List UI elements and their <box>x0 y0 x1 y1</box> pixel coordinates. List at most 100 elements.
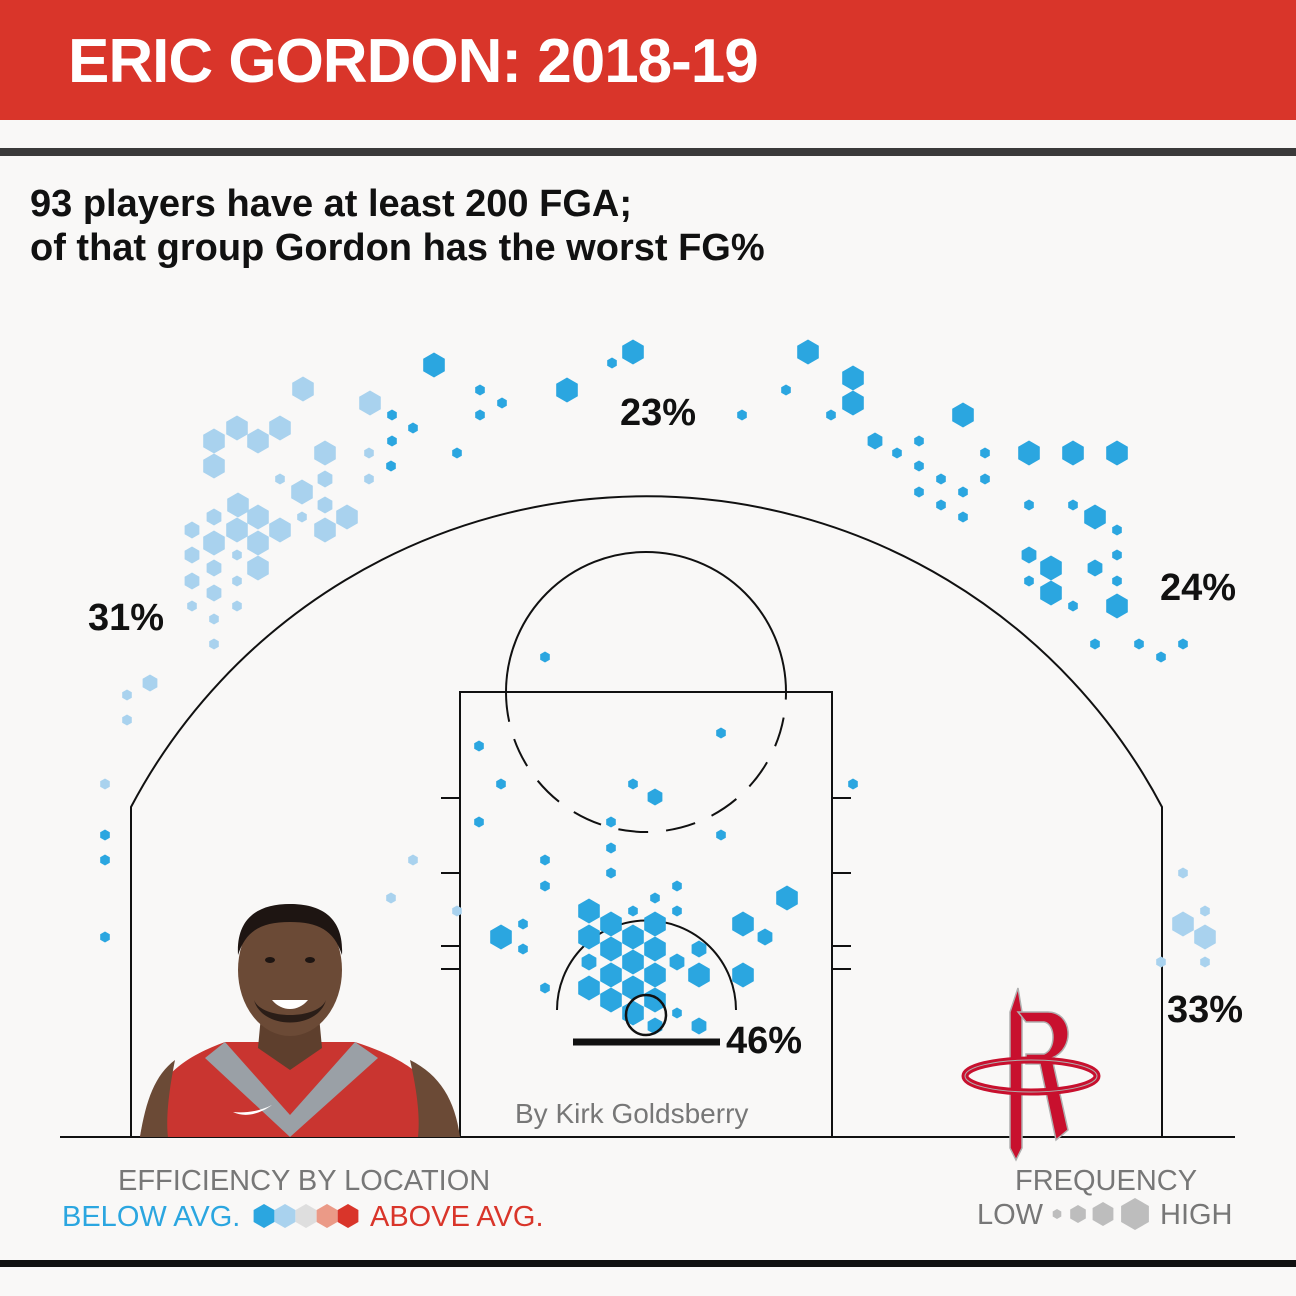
title-banner <box>0 0 1296 120</box>
legend-color-hex <box>316 1204 338 1228</box>
shot-hex <box>142 674 158 692</box>
shot-hex <box>297 511 307 523</box>
shot-hex <box>1084 504 1106 530</box>
shot-hex <box>540 651 550 663</box>
shot-hex <box>364 447 374 459</box>
shot-hex <box>387 435 397 447</box>
shot-hex <box>622 975 644 1001</box>
shot-hex <box>209 638 219 650</box>
legend-color-hex <box>274 1204 296 1228</box>
shot-hex <box>408 422 418 434</box>
top-rule <box>0 148 1296 156</box>
legend-frequency-title: FREQUENCY <box>1015 1165 1197 1197</box>
shot-hex <box>540 854 550 866</box>
shot-hex <box>672 1007 682 1019</box>
legend-size-hex <box>1070 1205 1086 1223</box>
shot-hex <box>209 613 219 625</box>
shot-hex <box>622 339 644 365</box>
shot-hex <box>1018 440 1040 466</box>
shot-hex <box>737 409 747 421</box>
shot-hex <box>672 880 682 892</box>
shot-hex <box>650 892 660 904</box>
shot-hex <box>914 435 924 447</box>
shot-hex <box>1112 524 1122 536</box>
shot-hex <box>226 415 248 441</box>
legend-below-avg: BELOW AVG. <box>62 1201 240 1233</box>
shot-hex <box>1200 905 1210 917</box>
shot-hex <box>292 376 314 402</box>
shot-hex <box>206 559 222 577</box>
shot-hex <box>914 486 924 498</box>
shot-hex <box>691 940 707 958</box>
shot-hex <box>628 905 638 917</box>
legend-color-hex <box>253 1204 275 1228</box>
shot-hex <box>540 982 550 994</box>
shot-hex <box>1112 549 1122 561</box>
shot-hex <box>100 829 110 841</box>
legend-efficiency-title: EFFICIENCY BY LOCATION <box>118 1165 490 1197</box>
shot-hex <box>581 953 597 971</box>
rockets-logo <box>961 987 1101 1162</box>
shot-hex <box>269 415 291 441</box>
shot-hex <box>1090 638 1100 650</box>
shot-hex <box>518 918 528 930</box>
shot-hex <box>475 384 485 396</box>
shot-hex <box>1156 956 1166 968</box>
shot-hex <box>1194 924 1216 950</box>
shot-hex <box>203 530 225 556</box>
shot-hex <box>247 504 269 530</box>
shot-hex <box>247 555 269 581</box>
shot-hex <box>797 339 819 365</box>
shot-hex <box>100 854 110 866</box>
shot-hex <box>606 842 616 854</box>
shot-hex <box>607 357 617 369</box>
shot-hex <box>691 1017 707 1035</box>
shot-hex <box>1062 440 1084 466</box>
free-throw-circle-top <box>505 551 787 693</box>
shot-hex <box>781 384 791 396</box>
shot-hex <box>184 521 200 539</box>
zone-label-right-corner: 33% <box>1167 989 1243 1031</box>
shot-hex <box>1068 600 1078 612</box>
shot-hex <box>452 447 462 459</box>
shot-hex <box>275 473 285 485</box>
shot-hexes <box>100 339 1216 1035</box>
shot-hex <box>606 816 616 828</box>
shot-hex <box>496 778 506 790</box>
shot-hex <box>556 377 578 403</box>
shot-hex <box>317 470 333 488</box>
legend-size-scale <box>1052 1198 1149 1230</box>
legend-high: HIGH <box>1160 1199 1233 1231</box>
shot-hex <box>122 714 132 726</box>
legend-low: LOW <box>977 1199 1044 1231</box>
subtitle-line-1: 93 players have at least 200 FGA; <box>30 183 632 225</box>
shot-hex <box>314 440 336 466</box>
shot-hex <box>644 936 666 962</box>
shot-hex <box>187 600 197 612</box>
subtitle-line-2: of that group Gordon has the worst FG% <box>30 227 765 269</box>
shot-hex <box>600 936 622 962</box>
shot-hex <box>1112 575 1122 587</box>
zone-label-left-wing: 31% <box>88 597 164 639</box>
shot-hex <box>628 778 638 790</box>
shot-hex <box>952 402 974 428</box>
shot-hex <box>1200 956 1210 968</box>
shot-hex <box>232 575 242 587</box>
shot-hex <box>1134 638 1144 650</box>
shot-hex <box>232 600 242 612</box>
shot-hex <box>387 409 397 421</box>
shot-hex <box>1068 499 1078 511</box>
shot-hex <box>227 492 249 518</box>
shot-hex <box>600 962 622 988</box>
shot-hex <box>842 390 864 416</box>
shot-hex <box>1021 546 1037 564</box>
shot-hex <box>600 911 622 937</box>
shot-hex <box>1087 559 1103 577</box>
legend-size-hex <box>1092 1202 1114 1226</box>
shot-hex <box>732 911 754 937</box>
bottom-rule <box>0 1260 1296 1267</box>
shot-hex <box>757 928 773 946</box>
legend-color-scale <box>253 1204 359 1228</box>
byline: By Kirk Goldsberry <box>515 1098 748 1129</box>
shot-hex <box>100 778 110 790</box>
